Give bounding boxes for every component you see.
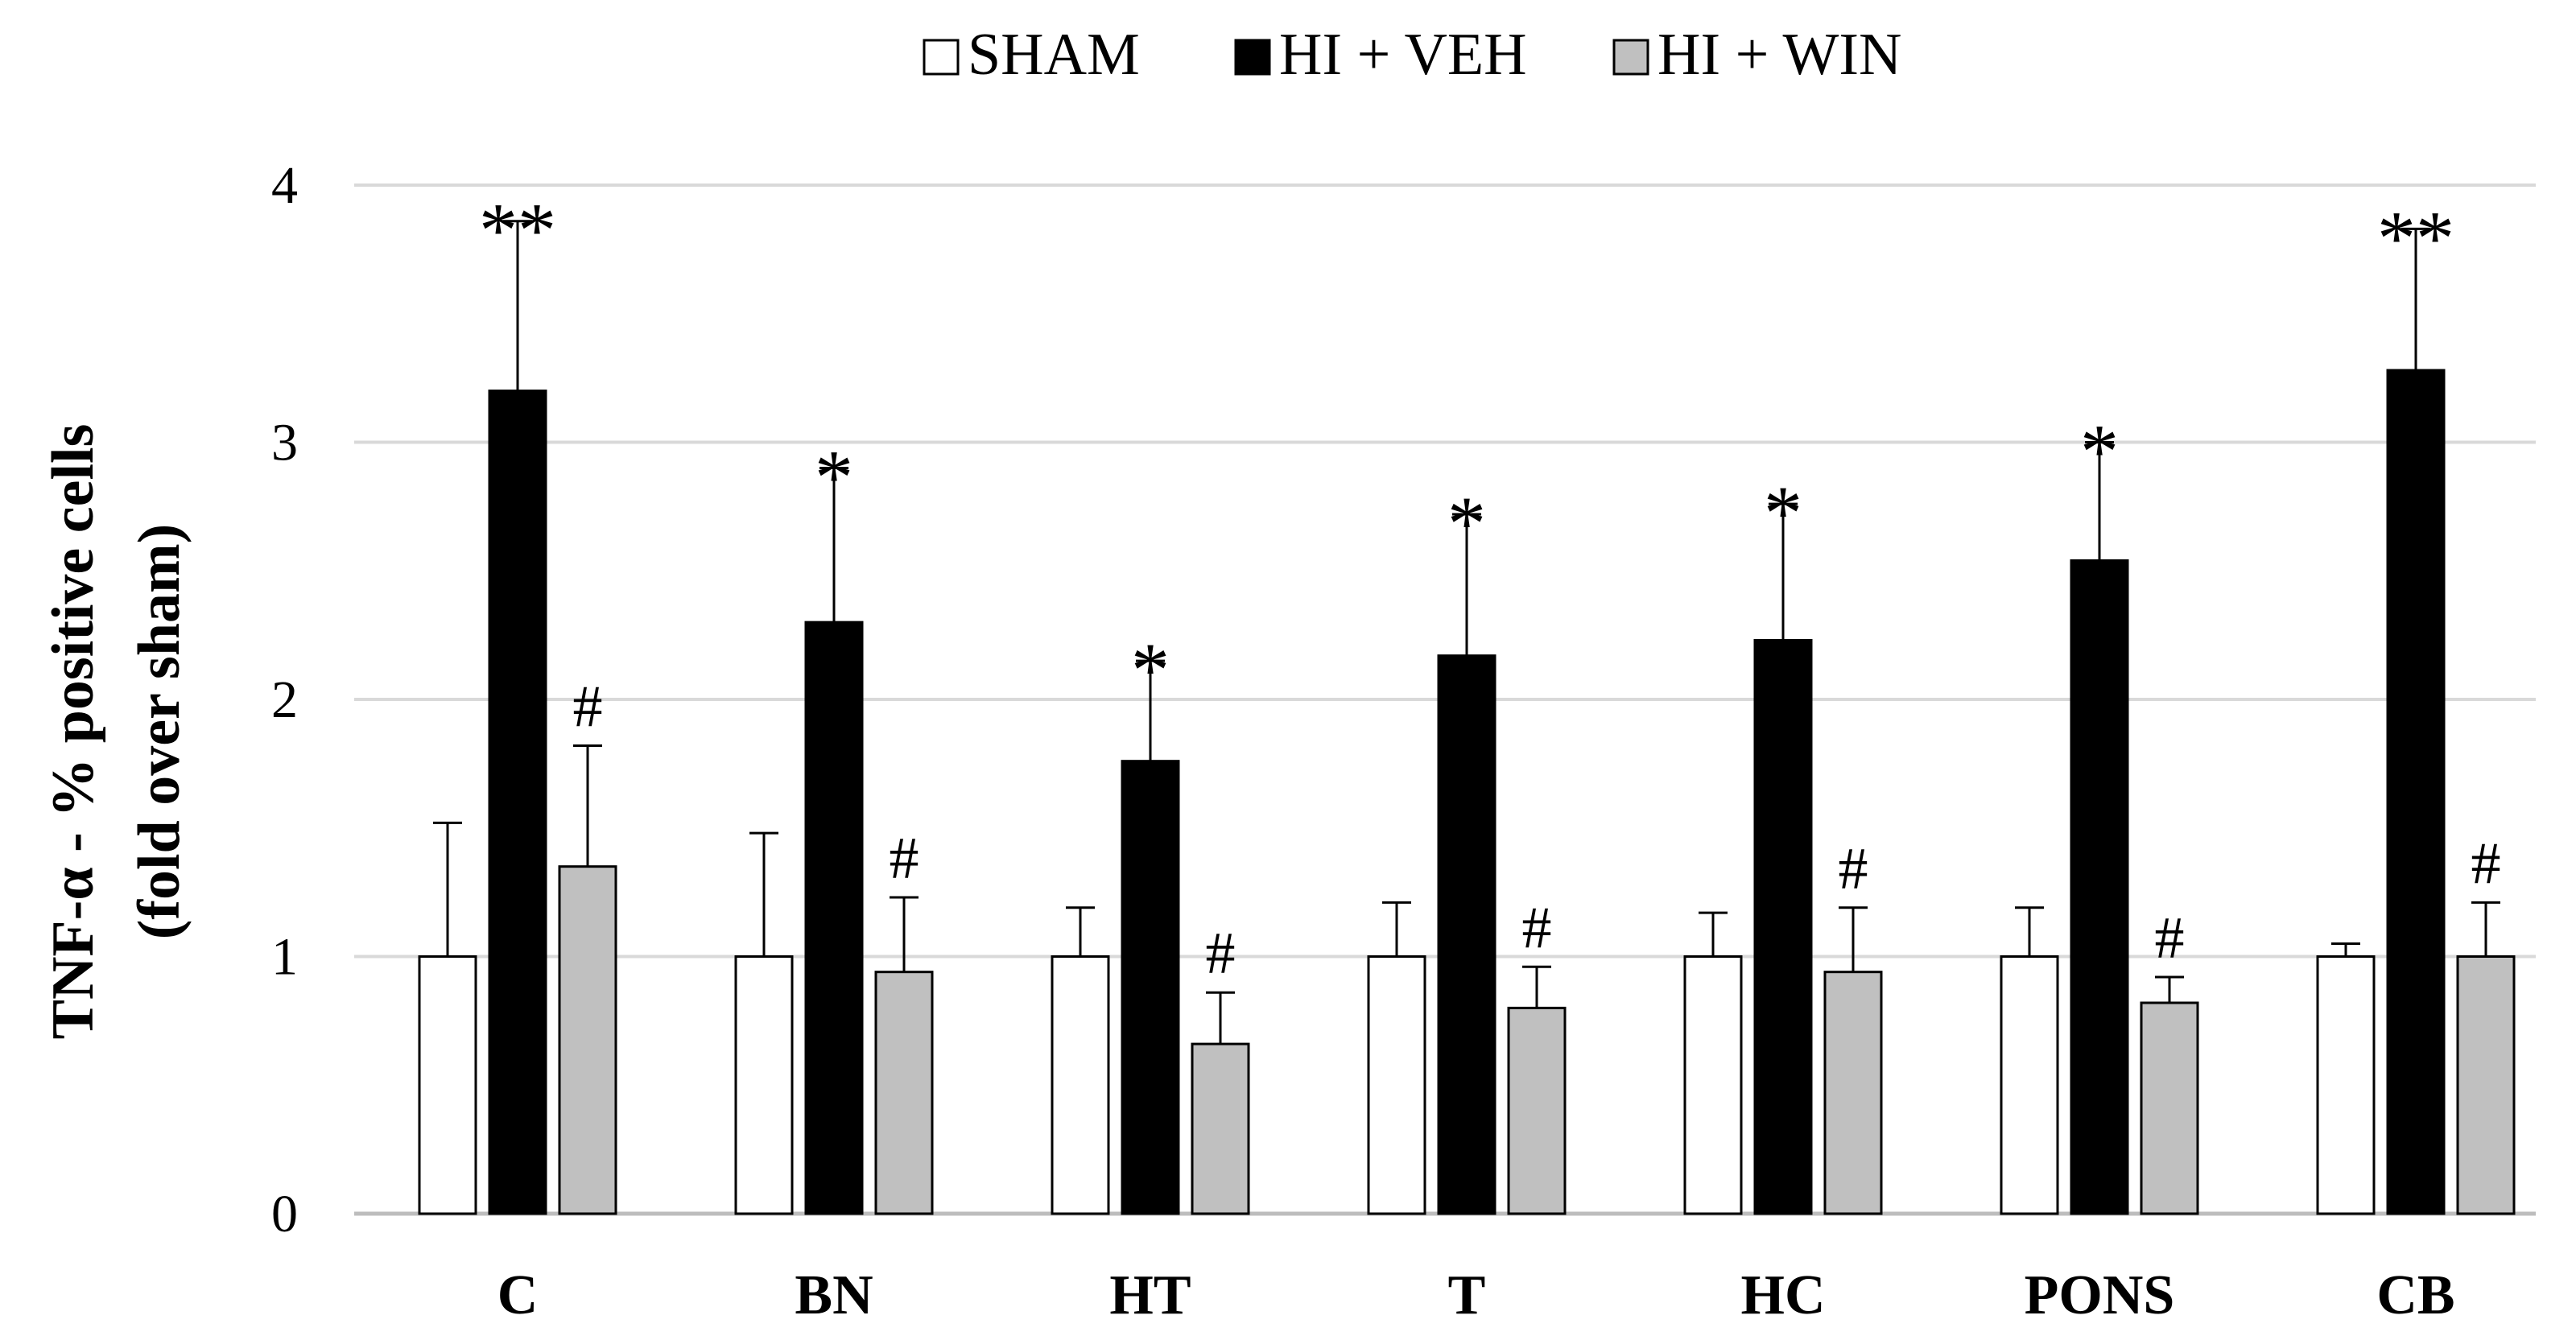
x-category-label: CB — [2376, 1264, 2454, 1326]
bar-hi-veh-cb — [2386, 369, 2446, 1215]
legend-swatch — [923, 39, 960, 76]
error-bars — [433, 220, 2500, 1045]
significance-markers: ** # * # * # * # * # * # ** # — [479, 188, 2501, 987]
x-category-label: C — [497, 1264, 539, 1326]
significance-hash-marker: # — [2155, 905, 2185, 971]
legend: SHAM HI + VEH HI + WIN — [923, 22, 1901, 88]
legend-swatch — [1612, 39, 1649, 76]
legend-label: HI + VEH — [1279, 22, 1527, 88]
significance-star-marker: * — [1447, 480, 1486, 567]
significance-star-marker: * — [815, 434, 853, 520]
significance-star-marker: ** — [2377, 195, 2454, 281]
significance-hash-marker: # — [1839, 836, 1868, 902]
bar-sham-cb — [2316, 955, 2376, 1215]
y-tick-label: 0 — [271, 1185, 298, 1243]
significance-hash-marker: # — [2471, 831, 2501, 897]
bar-hi-veh-ht — [1121, 760, 1180, 1215]
bar-hi-veh-pons — [2070, 559, 2129, 1215]
x-category-label: PONS — [2025, 1264, 2175, 1326]
y-tick-label: 2 — [271, 670, 298, 729]
legend-label: HI + WIN — [1657, 22, 1901, 88]
legend-swatch — [1234, 39, 1271, 76]
significance-star-marker: * — [2080, 409, 2119, 495]
significance-star-marker: * — [1131, 627, 1170, 713]
bars — [418, 369, 2516, 1215]
significance-hash-marker: # — [1206, 921, 1236, 987]
y-axis-title-group: TNF-α - % positive cells (fold over sham) — [40, 424, 192, 1040]
bar-hi-veh-hc — [1753, 639, 1813, 1215]
x-category-label: T — [1448, 1264, 1486, 1326]
y-axis-title-line1: TNF-α - % positive cells — [40, 424, 106, 1040]
x-category-label: BN — [795, 1264, 873, 1326]
bar-hi-veh-c — [488, 390, 547, 1215]
bar-sham-c — [418, 955, 477, 1215]
bar-sham-bn — [734, 955, 794, 1215]
bar-hi-win-hc — [1823, 971, 1883, 1215]
x-category-label: HC — [1741, 1264, 1826, 1326]
bar-hi-win-ht — [1191, 1042, 1250, 1215]
significance-hash-marker: # — [573, 674, 603, 740]
bar-sham-t — [1367, 955, 1426, 1215]
y-tick-label: 4 — [271, 156, 298, 215]
y-tick-label: 1 — [271, 928, 298, 987]
bar-hi-win-cb — [2456, 955, 2516, 1215]
bar-hi-veh-t — [1437, 654, 1496, 1215]
significance-star-marker: * — [1764, 470, 1802, 556]
bar-hi-veh-bn — [804, 621, 864, 1215]
y-axis-title: TNF-α - % positive cells (fold over sham) — [40, 424, 192, 1040]
bar-sham-pons — [2000, 955, 2059, 1215]
bar-hi-win-bn — [874, 971, 934, 1215]
bar-hi-win-t — [1507, 1006, 1567, 1215]
legend-label: SHAM — [968, 22, 1140, 88]
significance-hash-marker: # — [890, 826, 919, 892]
significance-hash-marker: # — [1522, 895, 1552, 961]
significance-star-marker: ** — [479, 188, 556, 274]
bar-hi-win-pons — [2140, 1001, 2199, 1215]
bar-sham-ht — [1051, 955, 1110, 1215]
labels: 0 1 2 3 4 C BN HT T HC PONS CB — [271, 156, 2455, 1326]
y-axis-title-line2: (fold over sham) — [126, 524, 192, 940]
y-tick-label: 3 — [271, 414, 298, 472]
x-category-label: HT — [1109, 1264, 1191, 1326]
bar-hi-win-c — [558, 865, 617, 1215]
bar-sham-hc — [1683, 955, 1743, 1215]
